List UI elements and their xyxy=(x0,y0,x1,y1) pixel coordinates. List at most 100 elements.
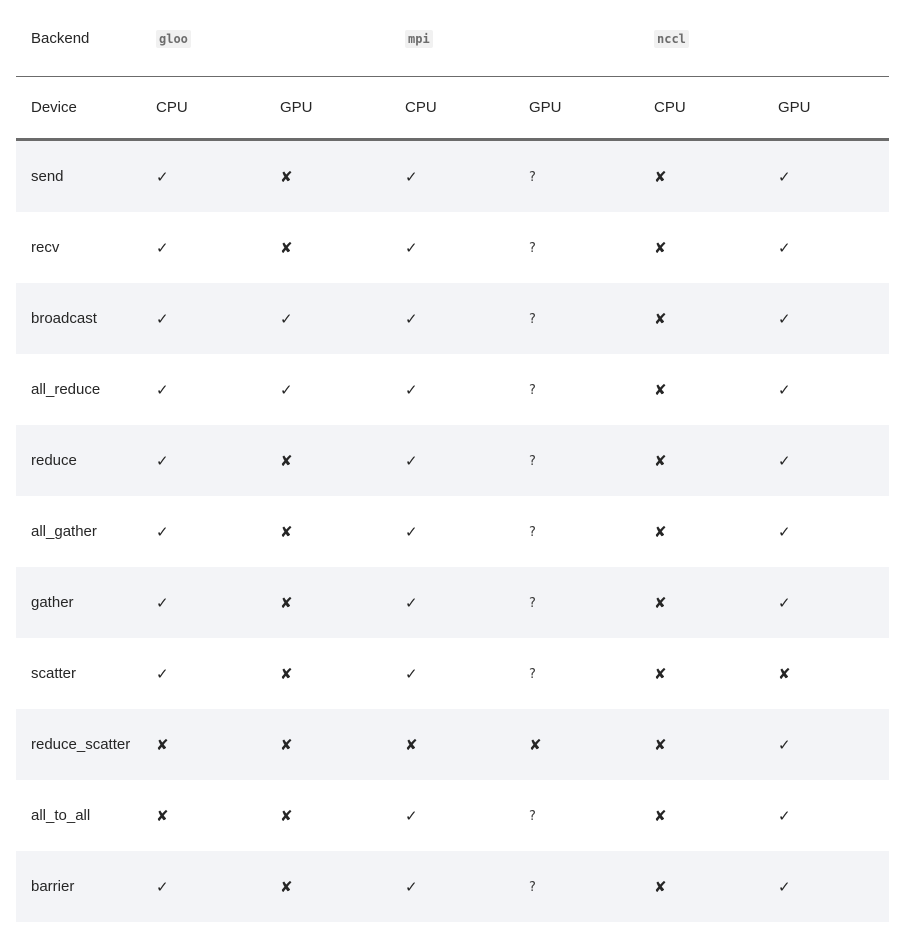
unknown-icon: ? xyxy=(529,525,536,540)
cross-icon: ✘ xyxy=(405,735,418,754)
support-cell: ? xyxy=(514,567,639,638)
support-cell: ✓ xyxy=(763,567,889,638)
check-icon: ✓ xyxy=(778,309,791,328)
cross-icon: ✘ xyxy=(529,735,542,754)
support-cell: ✓ xyxy=(141,283,265,354)
support-cell: ? xyxy=(514,139,639,212)
check-icon: ✓ xyxy=(405,593,418,612)
cross-icon: ✘ xyxy=(654,664,667,683)
support-cell: ✓ xyxy=(763,709,889,780)
device-header-cell: CPU xyxy=(141,76,265,141)
unknown-icon: ? xyxy=(529,454,536,469)
support-cell: ✓ xyxy=(141,567,265,638)
backend-name: gloo xyxy=(156,29,191,48)
table-row: reduce_scatter ✘ ✘ ✘ ✘ ✘ ✓ xyxy=(16,709,889,780)
support-cell: ✓ xyxy=(763,139,889,212)
cross-icon: ✘ xyxy=(280,735,293,754)
operation-name: recv xyxy=(31,239,60,256)
support-cell: ? xyxy=(514,212,639,283)
operation-name: scatter xyxy=(31,665,77,682)
cross-icon: ✘ xyxy=(156,806,169,825)
check-icon: ✓ xyxy=(778,380,791,399)
support-cell: ✘ xyxy=(265,709,390,780)
operation-name: all_reduce xyxy=(31,381,101,398)
table-row: scatter ✓ ✘ ✓? ✘ ✘ xyxy=(16,638,889,709)
backend-support-table-container: Backend gloo mpi nccl Device CPU GPU CPU… xyxy=(16,0,889,922)
support-cell: ✘ xyxy=(639,212,763,283)
support-cell: ✘ xyxy=(639,139,763,212)
support-cell: ✘ xyxy=(639,425,763,496)
backend-gloo-header: gloo xyxy=(141,0,390,77)
check-icon: ✓ xyxy=(280,309,293,328)
unknown-icon: ? xyxy=(529,809,536,824)
support-cell: ✓ xyxy=(763,283,889,354)
cross-icon: ✘ xyxy=(280,238,293,257)
support-cell: ✓ xyxy=(141,496,265,567)
unknown-icon: ? xyxy=(529,596,536,611)
cross-icon: ✘ xyxy=(654,735,667,754)
backend-header-row: Backend gloo mpi nccl xyxy=(16,0,889,77)
check-icon: ✓ xyxy=(405,522,418,541)
operation-name: barrier xyxy=(16,851,141,922)
support-cell: ✓ xyxy=(265,354,390,425)
table-row: gather ✓ ✘ ✓? ✘ ✓ xyxy=(16,567,889,638)
check-icon: ✓ xyxy=(405,806,418,825)
backend-name: nccl xyxy=(654,29,689,48)
support-cell: ✘ xyxy=(639,567,763,638)
support-cell: ✘ xyxy=(763,638,889,709)
support-cell: ✓ xyxy=(763,780,889,851)
unknown-icon: ? xyxy=(529,241,536,256)
support-cell: ✘ xyxy=(514,709,639,780)
cross-icon: ✘ xyxy=(654,309,667,328)
support-cell: ✓ xyxy=(390,283,514,354)
support-cell: ✓ xyxy=(141,851,265,922)
table-body: send ✓ ✘ ✓? ✘ ✓ recv ✓ ✘ ✓? ✘ ✓ broadcast ✓ ✓ ✓? ✘ ✓ all_r… xyxy=(16,139,889,922)
backend-name: mpi xyxy=(405,29,433,48)
support-cell: ✓ xyxy=(390,638,514,709)
check-icon: ✓ xyxy=(280,380,293,399)
cross-icon: ✘ xyxy=(654,522,667,541)
unknown-icon: ? xyxy=(529,312,536,327)
device-header-cell: CPU xyxy=(390,76,514,141)
check-icon: ✓ xyxy=(405,451,418,470)
unknown-icon: ? xyxy=(529,880,536,895)
check-icon: ✓ xyxy=(156,238,169,257)
support-cell: ? xyxy=(514,638,639,709)
check-icon: ✓ xyxy=(156,167,169,186)
support-cell: ✘ xyxy=(639,638,763,709)
backend-mpi-header: mpi xyxy=(390,0,639,77)
operation-name: all_gather xyxy=(31,523,97,540)
device-header-row: Device CPU GPU CPU GPU CPU GPU xyxy=(16,76,889,141)
table-header: Backend gloo mpi nccl Device CPU GPU CPU… xyxy=(16,0,889,141)
support-cell: ? xyxy=(514,425,639,496)
check-icon: ✓ xyxy=(778,167,791,186)
check-icon: ✓ xyxy=(156,877,169,896)
support-cell: ✘ xyxy=(390,709,514,780)
unknown-icon: ? xyxy=(529,170,536,185)
cross-icon: ✘ xyxy=(280,167,293,186)
support-cell: ✓ xyxy=(141,638,265,709)
support-cell: ✘ xyxy=(141,780,265,851)
support-cell: ✘ xyxy=(639,780,763,851)
support-cell: ✘ xyxy=(265,638,390,709)
support-cell: ✘ xyxy=(265,139,390,212)
table-row: all_to_all ✘ ✘ ✓? ✘ ✓ xyxy=(16,780,889,851)
device-header-cell: CPU xyxy=(639,76,763,141)
check-icon: ✓ xyxy=(156,451,169,470)
check-icon: ✓ xyxy=(156,380,169,399)
cross-icon: ✘ xyxy=(280,877,293,896)
device-header-cell: GPU xyxy=(763,76,889,141)
support-cell: ✓ xyxy=(390,139,514,212)
support-cell: ✓ xyxy=(763,425,889,496)
support-cell: ✓ xyxy=(141,139,265,212)
support-cell: ✓ xyxy=(763,354,889,425)
support-cell: ✓ xyxy=(141,425,265,496)
support-cell: ✘ xyxy=(265,212,390,283)
operation-name: gather xyxy=(16,567,141,638)
table-row: all_reduce ✓ ✓ ✓? ✘ ✓ xyxy=(16,354,889,425)
cross-icon: ✘ xyxy=(280,593,293,612)
check-icon: ✓ xyxy=(778,451,791,470)
support-cell: ✓ xyxy=(141,354,265,425)
support-cell: ✘ xyxy=(639,709,763,780)
cross-icon: ✘ xyxy=(280,806,293,825)
